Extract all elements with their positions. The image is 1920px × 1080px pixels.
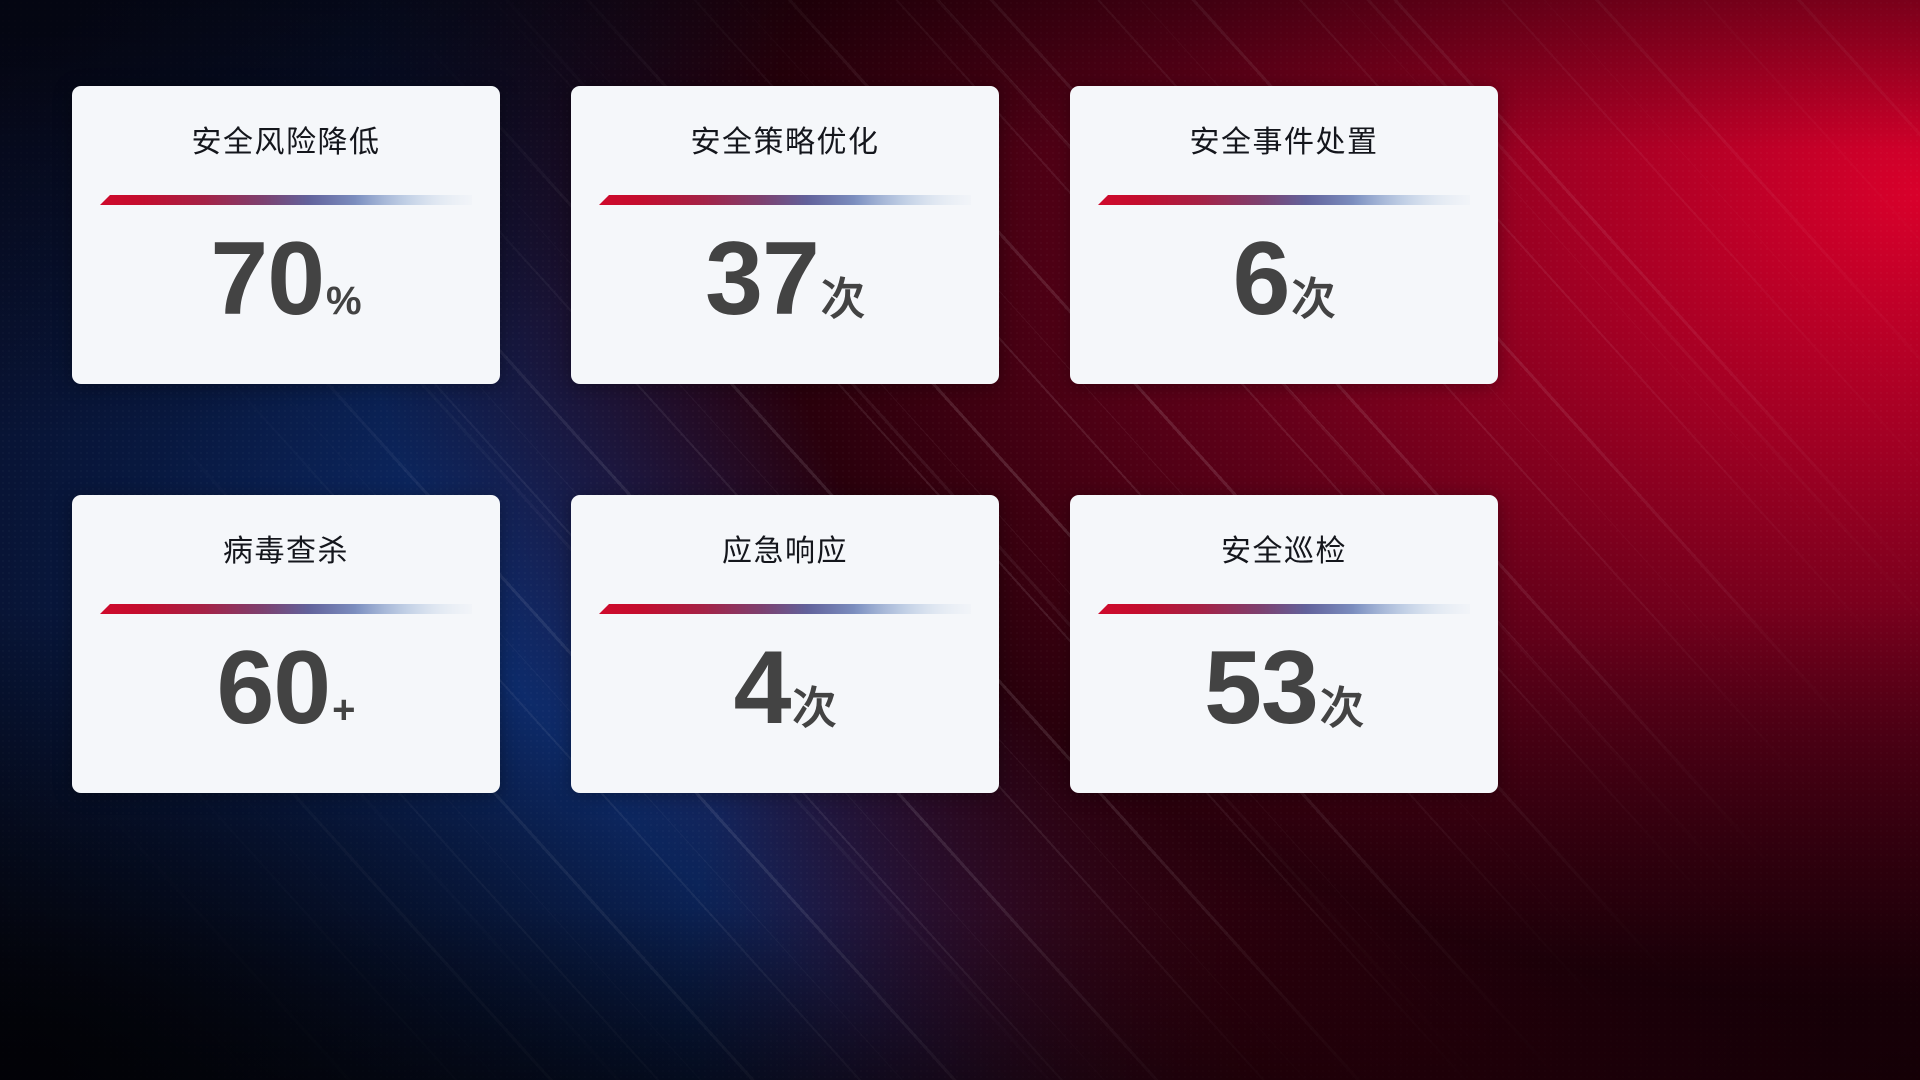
- accent-bar: [1098, 603, 1470, 616]
- metric-card[interactable]: 安全事件处置 6 次: [1070, 86, 1498, 384]
- metric-unit: +: [332, 688, 356, 732]
- metric-card[interactable]: 病毒查杀 60 +: [72, 495, 500, 793]
- accent-bar-gradient: [100, 604, 472, 614]
- accent-bar-gradient: [1098, 195, 1470, 205]
- metric-number: 60: [216, 630, 331, 746]
- accent-bar-gradient: [599, 195, 971, 205]
- metric-number: 70: [210, 221, 325, 337]
- metric-unit: %: [326, 279, 362, 323]
- metric-value: 60 +: [216, 636, 355, 740]
- metric-title: 安全策略优化: [690, 126, 880, 159]
- accent-bar-fade: [354, 194, 472, 207]
- metric-card[interactable]: 安全巡检 53 次: [1070, 495, 1498, 793]
- metric-value: 6 次: [1233, 227, 1336, 331]
- metric-unit: 次: [1291, 275, 1336, 324]
- metric-card[interactable]: 安全风险降低 70 %: [72, 86, 500, 384]
- accent-bar: [100, 603, 472, 616]
- metric-number: 6: [1232, 221, 1291, 337]
- metric-value: 70 %: [210, 227, 361, 331]
- accent-bar: [100, 194, 472, 207]
- metric-value: 4 次: [734, 636, 837, 740]
- metric-value: 37 次: [705, 227, 865, 331]
- metric-card[interactable]: 安全策略优化 37 次: [571, 86, 999, 384]
- accent-bar-fade: [1352, 603, 1470, 616]
- metric-unit: 次: [1319, 684, 1364, 733]
- metric-value: 53 次: [1204, 636, 1364, 740]
- metric-title: 病毒查杀: [223, 535, 349, 568]
- metric-card-grid: 安全风险降低 70 % 安全策略优化 37 次 安全事件处置: [72, 86, 1498, 793]
- accent-bar-fade: [853, 194, 971, 207]
- metric-title: 安全事件处置: [1189, 126, 1379, 159]
- accent-bar-gradient: [1098, 604, 1470, 614]
- metric-unit: 次: [820, 275, 865, 324]
- metric-number: 4: [733, 630, 792, 746]
- accent-bar-gradient: [599, 604, 971, 614]
- metric-unit: 次: [792, 684, 837, 733]
- accent-bar: [599, 194, 971, 207]
- metric-title: 安全风险降低: [191, 126, 381, 159]
- metric-title: 应急响应: [722, 535, 848, 568]
- accent-bar-gradient: [100, 195, 472, 205]
- accent-bar: [599, 603, 971, 616]
- metric-title: 安全巡检: [1221, 535, 1347, 568]
- accent-bar: [1098, 194, 1470, 207]
- metric-number: 37: [705, 221, 820, 337]
- accent-bar-fade: [853, 603, 971, 616]
- accent-bar-fade: [1352, 194, 1470, 207]
- metric-card[interactable]: 应急响应 4 次: [571, 495, 999, 793]
- accent-bar-fade: [354, 603, 472, 616]
- metric-number: 53: [1204, 630, 1319, 746]
